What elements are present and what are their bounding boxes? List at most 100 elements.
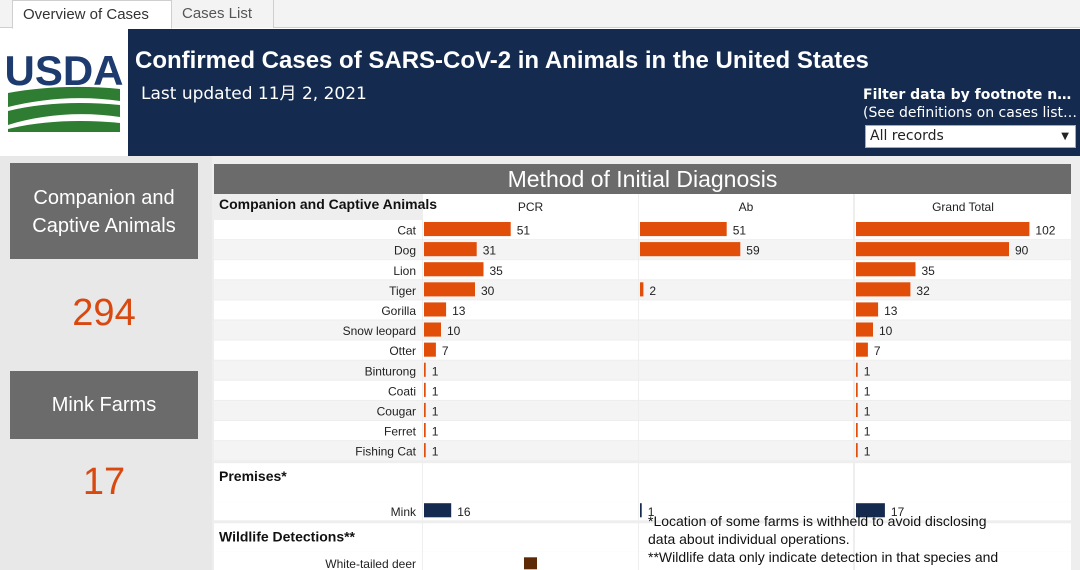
tab-overview-of-cases[interactable]: Overview of Cases: [12, 0, 172, 29]
chart-title: Method of Initial Diagnosis: [214, 164, 1071, 194]
section-header-blank: [639, 523, 853, 552]
row-value-cell: [855, 300, 1071, 320]
bar-snow-leopard-2: [856, 322, 873, 337]
companion-animals-label: Companion and Captive Animals: [10, 163, 198, 259]
section-header-cell: [214, 523, 422, 552]
row-label-cell: [214, 380, 422, 400]
row-label-cell: [214, 551, 422, 570]
companion-animals-count: 294: [72, 292, 136, 334]
row-label: Tiger: [389, 284, 416, 298]
filter-selected-value: All records: [870, 128, 944, 144]
last-updated: Last updated 11月 2, 2021: [141, 84, 367, 104]
row-value-cell: [423, 300, 638, 320]
section-header-2: Wildlife Detections**: [219, 528, 356, 544]
row-value-cell: [423, 280, 638, 300]
bar-label: 1: [864, 445, 871, 459]
bar-label: 7: [874, 344, 881, 358]
section-header-blank: [423, 523, 638, 552]
row-value-cell: [639, 260, 853, 280]
row-value-cell: [639, 441, 853, 461]
logo-text: USDA: [4, 47, 123, 94]
bar-dog-0: [424, 242, 477, 257]
tab-cases-list[interactable]: Cases List: [172, 0, 274, 28]
row-label-cell: [214, 260, 422, 280]
row-label-cell: [214, 501, 422, 521]
row-label: Lion: [393, 264, 416, 278]
bar-otter-0: [424, 342, 436, 357]
bar-label: 59: [746, 244, 760, 258]
column-header-1: Ab: [739, 200, 754, 214]
row-label-cell: [214, 340, 422, 360]
usda-logo: USDA: [0, 29, 128, 156]
row-label-cell: [214, 360, 422, 380]
row-value-cell: [855, 421, 1071, 441]
section-header-blank: [423, 463, 638, 502]
row-label: Dog: [394, 244, 416, 258]
row-label-cell: [214, 421, 422, 441]
bar-label: 35: [490, 264, 504, 278]
header: USDA Confirmed Cases of SARS-CoV-2 in An…: [0, 29, 1080, 156]
bar-label: 1: [432, 425, 439, 439]
bar-fishing-cat-0: [424, 443, 426, 458]
row-label: Coati: [388, 384, 416, 398]
row-value-cell: [423, 501, 638, 521]
row-value-cell: [639, 280, 853, 300]
bar-label: 31: [483, 244, 497, 258]
row-label: Otter: [389, 344, 416, 358]
bar-label: 102: [1035, 224, 1055, 238]
bar-label: 2: [649, 284, 656, 298]
bar-coati-2: [856, 382, 858, 397]
bar-cat-1: [640, 222, 727, 237]
chevron-down-icon: ▼: [1061, 131, 1069, 142]
row-value-cell: [639, 421, 853, 441]
row-value-cell: [639, 340, 853, 360]
bar-snow-leopard-0: [424, 322, 441, 337]
row-value-cell: [639, 300, 853, 320]
bar-fishing-cat-2: [856, 443, 858, 458]
bar-label: 17: [891, 505, 905, 519]
row-value-cell: [423, 400, 638, 420]
bar-binturong-2: [856, 362, 858, 377]
row-value-cell: [423, 340, 638, 360]
row-label-cell: [214, 240, 422, 260]
footnote-line-1: *Location of some farms is withheld to a…: [648, 513, 987, 529]
row-label: Binturong: [365, 364, 416, 378]
section-header-blank: [855, 523, 1071, 552]
row-label: Gorilla: [381, 304, 416, 318]
bar-gorilla-2: [856, 302, 879, 317]
title-banner: Confirmed Cases of SARS-CoV-2 in Animals…: [128, 29, 1080, 156]
row-value-cell: [423, 380, 638, 400]
row-value-cell: [423, 240, 638, 260]
usda-logo-icon: USDA: [4, 47, 124, 132]
bar-binturong-0: [424, 362, 426, 377]
row-value-cell: [855, 320, 1071, 340]
filter-subtitle: (See definitions on cases list tab): [863, 105, 1078, 121]
row-value-cell: [639, 380, 853, 400]
bar-lion-2: [856, 262, 916, 277]
section-header-0: Companion and Captive Animals: [219, 196, 437, 212]
bar-label: 1: [864, 384, 871, 398]
row-value-cell: [639, 551, 853, 570]
row-value-cell: [639, 400, 853, 420]
bar-ferret-2: [856, 423, 858, 438]
bar-label: 35: [922, 264, 936, 278]
row-label: Mink: [391, 505, 417, 519]
row-value-cell: [855, 551, 1071, 570]
row-label-cell: [214, 280, 422, 300]
row-value-cell: [639, 320, 853, 340]
column-header-2: Grand Total: [932, 200, 994, 214]
bar-label: 32: [916, 284, 930, 298]
bar-label: 7: [442, 344, 449, 358]
bar-coati-0: [424, 382, 426, 397]
bar-label: 1: [432, 404, 439, 418]
bar-label: 1: [864, 425, 871, 439]
footnote-filter-select[interactable]: All records ▼: [865, 125, 1076, 148]
row-label: Fishing Cat: [355, 445, 416, 459]
bar-mink-1: [640, 503, 642, 518]
row-label: Cougar: [377, 404, 416, 418]
tab-bar: Overview of Cases Cases List: [0, 0, 1080, 29]
column-header-cell: [855, 194, 1071, 220]
bar-label: 30: [481, 284, 495, 298]
bar-label: 1: [864, 404, 871, 418]
